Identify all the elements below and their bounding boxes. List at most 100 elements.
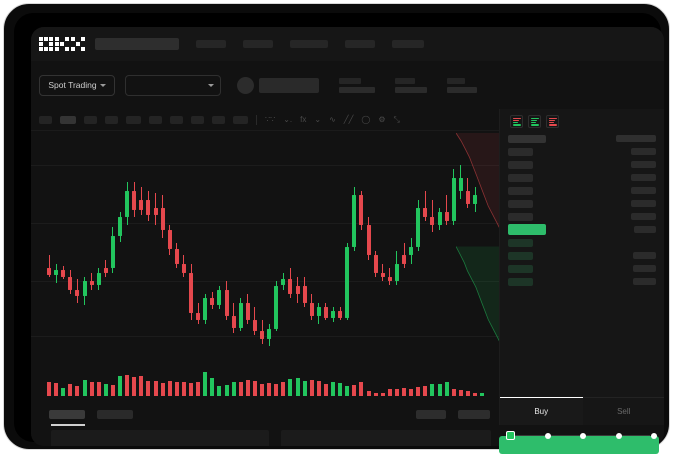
candle-body xyxy=(132,190,137,211)
orderbook-row-price xyxy=(508,199,533,208)
candle-49 xyxy=(394,131,399,350)
trading-pair-select[interactable] xyxy=(125,74,221,96)
bottom-tab-open-orders[interactable] xyxy=(49,410,85,419)
primary-cta-button[interactable] xyxy=(499,436,659,454)
orderbook-row-ask-4[interactable] xyxy=(508,186,656,195)
timeframe-8[interactable] xyxy=(191,115,204,124)
timeframe-1[interactable] xyxy=(39,115,52,124)
wizard-step-3[interactable] xyxy=(580,432,586,439)
candle-wick xyxy=(446,195,448,226)
chart-style-icon[interactable]: ⌄. xyxy=(283,114,293,124)
wizard-dots-group xyxy=(506,431,657,440)
candle-body xyxy=(210,298,215,305)
candle-29 xyxy=(252,131,257,350)
orderbook-row-ask-6[interactable] xyxy=(508,212,656,221)
volume-bar-1 xyxy=(54,383,59,396)
snapshot-icon[interactable]: ◯ xyxy=(361,114,371,124)
wizard-step-2[interactable] xyxy=(544,432,551,439)
orderbook-row-price xyxy=(508,277,533,286)
nav-item-5[interactable] xyxy=(392,40,424,48)
candle-body xyxy=(47,268,51,275)
fullscreen-icon[interactable]: ⤡ xyxy=(393,114,400,124)
volume-bar-32 xyxy=(274,384,279,396)
orderbook-row-ask-1[interactable] xyxy=(508,147,656,156)
timeframe-5[interactable] xyxy=(126,115,141,124)
orderbook-mode-bids-icon[interactable] xyxy=(528,115,541,128)
orderbook-row-amount xyxy=(631,200,656,207)
wizard-step-1[interactable] xyxy=(506,431,515,440)
volume-bar-22 xyxy=(203,371,208,396)
timeframe-6[interactable] xyxy=(149,115,162,124)
candle-body xyxy=(444,212,449,221)
volume-bar-35 xyxy=(295,378,300,396)
indicators-icon[interactable]: fx xyxy=(300,114,307,124)
candle-body xyxy=(217,289,222,305)
candle-body xyxy=(224,289,229,316)
candlestick-type-icon[interactable]: ∵∵ xyxy=(265,114,276,124)
timeframe-10[interactable] xyxy=(233,115,248,124)
tab-sell[interactable]: Sell xyxy=(583,398,665,425)
orderbook-row-bid-2[interactable] xyxy=(508,251,656,260)
mode-bar-top xyxy=(512,119,519,121)
timeframe-9[interactable] xyxy=(212,115,225,124)
orderbook-row-ask-2[interactable] xyxy=(508,160,656,169)
orderbook-row-bid-1[interactable] xyxy=(508,238,656,247)
candle-8 xyxy=(103,131,108,350)
chart-settings-icon[interactable]: ⚙ xyxy=(378,114,386,124)
market-type-dropdown[interactable]: Spot Trading xyxy=(39,74,115,96)
stat-last-price-label xyxy=(339,77,361,84)
wizard-step-5[interactable] xyxy=(651,432,657,439)
candle-body xyxy=(473,195,477,204)
bottom-tab-order-history[interactable] xyxy=(97,410,133,419)
candle-body xyxy=(316,307,321,316)
timeframe-2[interactable] xyxy=(60,115,76,124)
okx-logo-icon[interactable] xyxy=(39,37,85,51)
candle-body xyxy=(174,248,179,264)
candle-body xyxy=(402,255,406,264)
timeframe-3[interactable] xyxy=(84,115,97,124)
candle-60 xyxy=(473,131,477,350)
candle-41 xyxy=(338,131,343,350)
candle-3 xyxy=(68,131,73,350)
volume-bar-40 xyxy=(331,382,335,396)
orderbook-row-ask-5[interactable] xyxy=(508,199,656,208)
buy-sell-tabs: Buy Sell xyxy=(500,397,664,425)
nav-item-1[interactable] xyxy=(196,40,226,48)
volume-bar-61 xyxy=(480,393,485,396)
orderbook-row-ask-3[interactable] xyxy=(508,173,656,182)
candle-20 xyxy=(189,131,193,350)
wizard-step-4[interactable] xyxy=(615,432,622,439)
orderbook-row-bid-3[interactable] xyxy=(508,264,656,273)
candle-14 xyxy=(146,131,151,350)
orderbook-row-last-price[interactable] xyxy=(508,224,656,235)
bottom-action-2[interactable] xyxy=(458,410,490,419)
timeframe-4[interactable] xyxy=(105,115,118,124)
drawing-tools-icon[interactable]: ╱╱ xyxy=(343,114,354,124)
candle-21 xyxy=(196,131,201,350)
candle-47 xyxy=(380,131,385,350)
top-navigation-bar xyxy=(31,27,664,61)
orderbook-mode-asks-icon[interactable] xyxy=(546,115,559,128)
volume-bar-28 xyxy=(245,380,250,396)
timeframe-7[interactable] xyxy=(170,115,183,124)
volume-bar-36 xyxy=(302,380,307,396)
candle-9 xyxy=(110,131,115,350)
candle-27 xyxy=(238,131,243,350)
candle-body xyxy=(281,279,286,286)
candle-body xyxy=(409,246,414,256)
candle-2 xyxy=(61,131,66,350)
orderbook-mode-both-icon[interactable] xyxy=(510,115,523,128)
candle-37 xyxy=(309,131,314,350)
tab-buy[interactable]: Buy xyxy=(500,397,583,425)
bottom-panel-left xyxy=(51,430,269,446)
orderbook-row-bid-4[interactable] xyxy=(508,277,656,286)
stat-24h-change-label xyxy=(395,77,415,84)
bottom-action-1[interactable] xyxy=(416,410,446,419)
compare-icon[interactable]: ⌄ xyxy=(314,114,322,124)
nav-item-4[interactable] xyxy=(345,40,375,48)
price-chart[interactable] xyxy=(31,131,499,402)
nav-item-2[interactable] xyxy=(243,40,273,48)
mode-bar-top xyxy=(548,119,555,121)
line-chart-icon[interactable]: ∿ xyxy=(329,114,336,124)
nav-item-3[interactable] xyxy=(290,40,328,48)
